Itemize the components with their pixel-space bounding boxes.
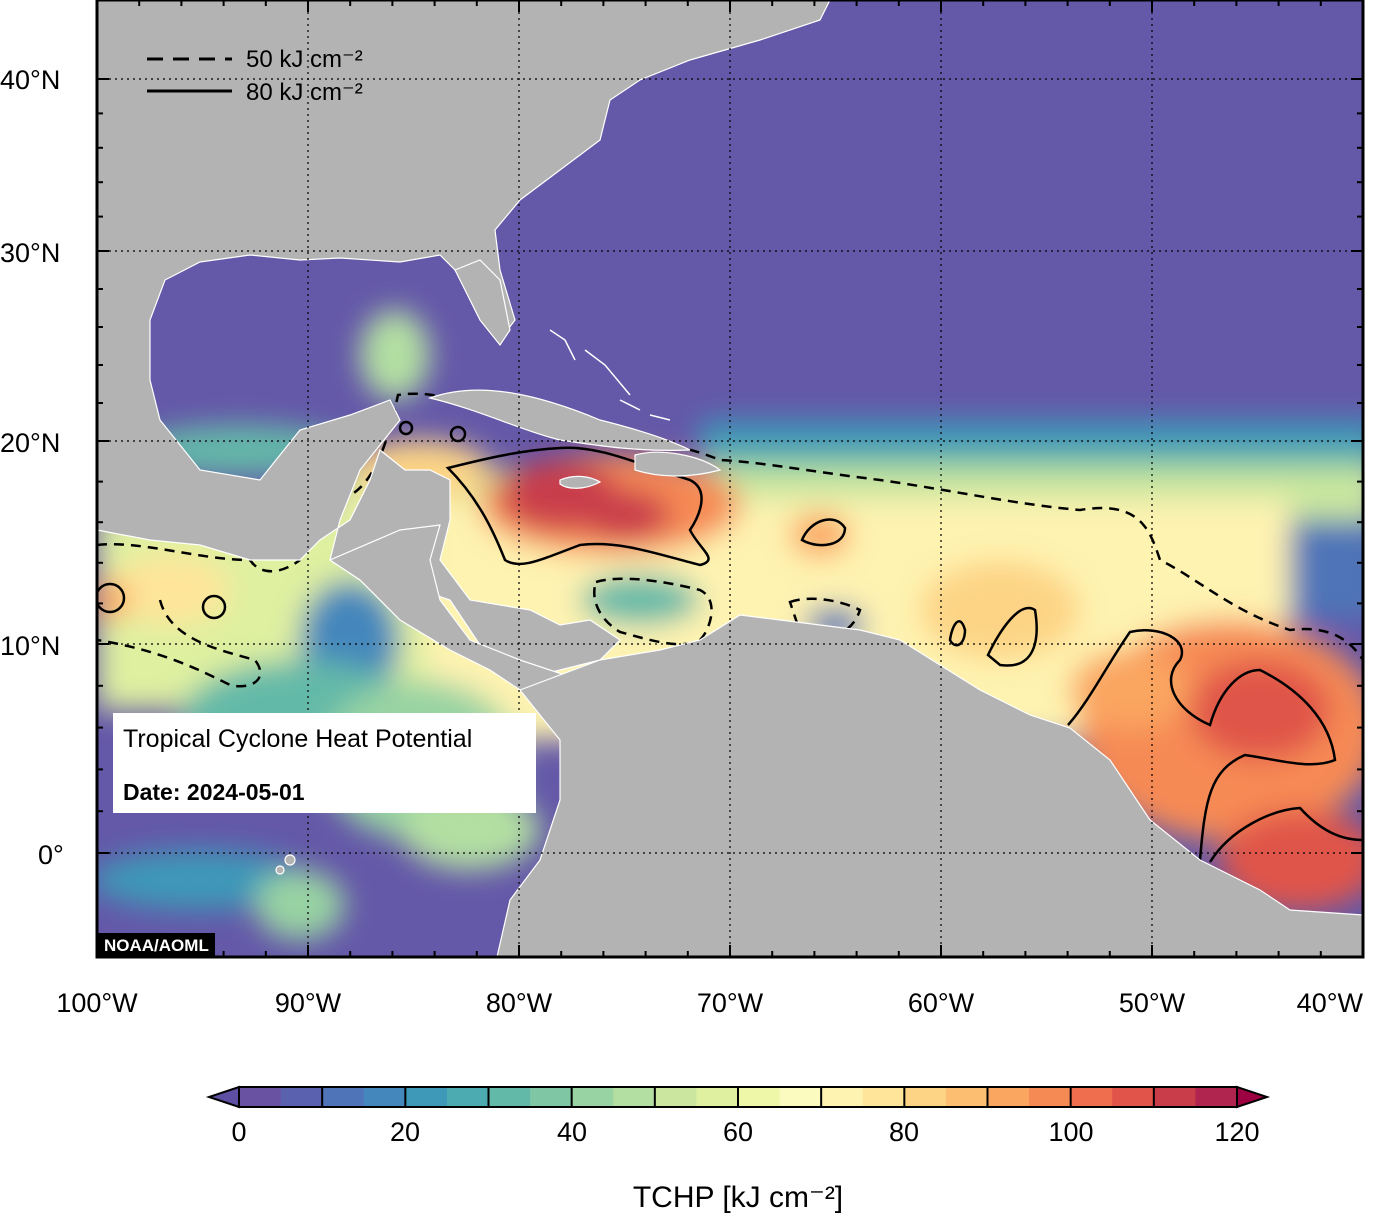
- tick-marks: [96, 0, 1364, 957]
- colorbar-bin: [1070, 1087, 1113, 1107]
- lon-label: 50°W: [1119, 988, 1186, 1018]
- lon-label: 100°W: [56, 988, 138, 1018]
- longitude-labels: 100°W 90°W 80°W 70°W 60°W 50°W 40°W: [56, 988, 1363, 1018]
- legend-label-50: 50 kJ cm⁻²: [246, 46, 363, 73]
- colorbar-bin: [488, 1087, 531, 1107]
- colorbar-bin: [239, 1087, 282, 1107]
- date-label: Date: 2024-05-01: [123, 779, 305, 805]
- info-box: Tropical Cyclone Heat Potential Date: 20…: [113, 713, 536, 813]
- colorbar-tick-label: 80: [889, 1117, 919, 1147]
- colorbar-bin: [696, 1087, 739, 1107]
- lat-label: 30°N: [0, 238, 60, 268]
- credit-badge: NOAA/AOML: [98, 933, 215, 957]
- colorbar-bin: [987, 1087, 1030, 1107]
- lat-label: 0°: [38, 840, 64, 870]
- colorbar-bin: [1112, 1087, 1155, 1107]
- colorbar-tick-label: 20: [390, 1117, 420, 1147]
- colorbar-bin: [945, 1087, 988, 1107]
- colorbar-tick-label: 60: [723, 1117, 753, 1147]
- colorbar-bin: [654, 1087, 697, 1107]
- bahamas: [549, 329, 671, 421]
- graticule: [97, 0, 1363, 957]
- colorbar-tick-label: 100: [1048, 1117, 1093, 1147]
- latitude-labels: 40°N 30°N 20°N 10°N 0°: [0, 65, 64, 870]
- colorbar-tick-labels: 0 20 40 60 80 100 120: [231, 1117, 1259, 1147]
- contour-lines: [97, 392, 1363, 863]
- lon-label: 90°W: [275, 988, 342, 1018]
- map-area: 50 kJ cm⁻² 80 kJ cm⁻²: [97, 0, 1363, 957]
- colorbar-bin: [862, 1087, 905, 1107]
- lon-label: 70°W: [697, 988, 764, 1018]
- contour-legend: 50 kJ cm⁻² 80 kJ cm⁻²: [147, 46, 363, 106]
- colorbar-bin: [1029, 1087, 1072, 1107]
- lon-label: 80°W: [486, 988, 553, 1018]
- colorbar-bin: [571, 1087, 614, 1107]
- colorbar-bin: [363, 1087, 406, 1107]
- lat-label: 10°N: [0, 631, 60, 661]
- lat-label: 20°N: [0, 428, 60, 458]
- colorbar: [205, 1085, 1271, 1109]
- colorbar-bin: [280, 1087, 323, 1107]
- figure-title: Tropical Cyclone Heat Potential: [123, 725, 473, 753]
- colorbar-bin: [1153, 1087, 1196, 1107]
- colorbar-tick-label: 0: [231, 1117, 246, 1147]
- colorbar-bin: [1195, 1087, 1238, 1107]
- colorbar-title: TCHP [kJ cm⁻²]: [633, 1181, 843, 1214]
- colorbar-bin: [613, 1087, 656, 1107]
- legend-label-80: 80 kJ cm⁻²: [246, 79, 363, 106]
- colorbar-under-arrow: [205, 1085, 240, 1109]
- colorbar-bin: [821, 1087, 864, 1107]
- colorbar-bin: [738, 1087, 781, 1107]
- colorbar-tick-label: 40: [557, 1117, 587, 1147]
- colorbar-tick-label: 120: [1214, 1117, 1259, 1147]
- colorbar-bin: [322, 1087, 365, 1107]
- colorbar-bin: [530, 1087, 573, 1107]
- colorbar-over-arrow: [1236, 1085, 1271, 1109]
- colorbar-bin: [779, 1087, 822, 1107]
- colorbar-bin: [405, 1087, 448, 1107]
- lon-label: 60°W: [908, 988, 975, 1018]
- land: [97, 0, 1363, 957]
- colorbar-bin: [904, 1087, 947, 1107]
- lon-label: 40°W: [1297, 988, 1364, 1018]
- lat-label: 40°N: [0, 65, 60, 95]
- colorbar-bin: [446, 1087, 489, 1107]
